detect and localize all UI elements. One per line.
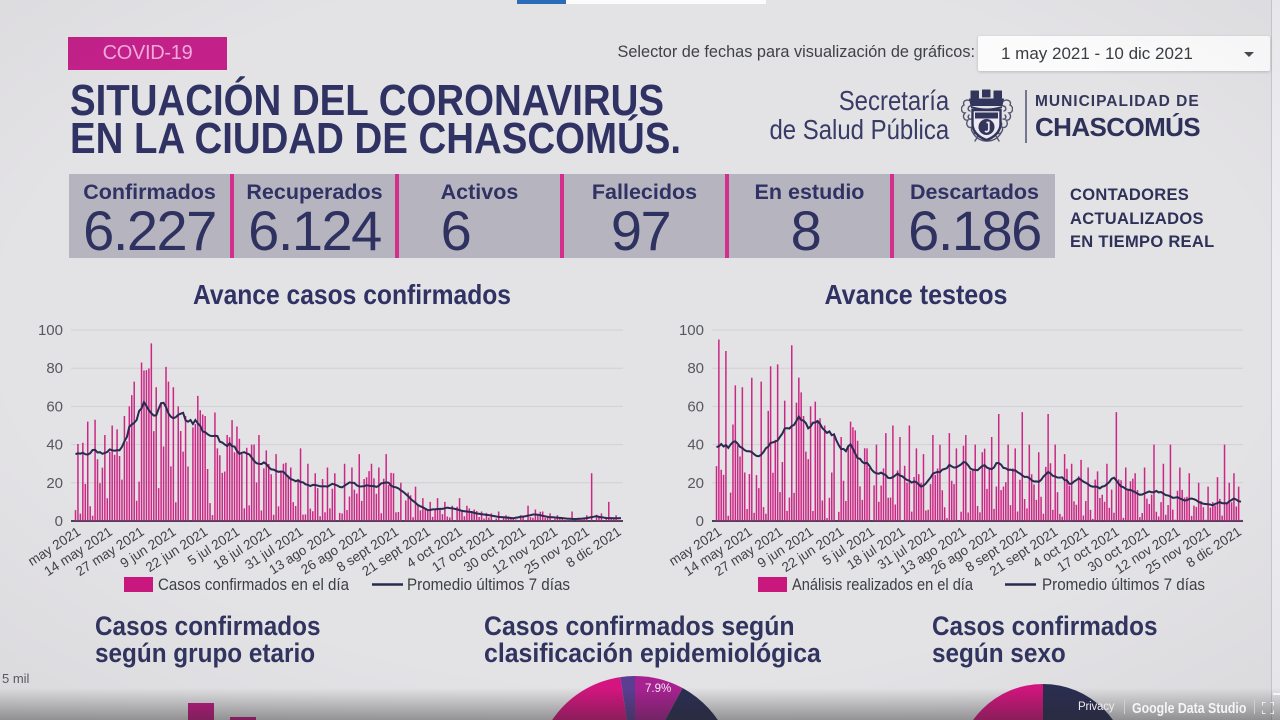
svg-text:Promedio últimos 7 días: Promedio últimos 7 días: [1042, 576, 1205, 594]
svg-text:Análisis realizados en el día: Análisis realizados en el día: [792, 576, 974, 594]
svg-text:40: 40: [46, 437, 63, 454]
svg-text:60: 60: [687, 398, 704, 415]
svg-text:Avance testeos: Avance testeos: [825, 279, 1008, 310]
svg-text:40: 40: [687, 437, 704, 454]
svg-text:80: 80: [687, 360, 704, 377]
svg-text:Promedio últimos 7 días: Promedio últimos 7 días: [407, 576, 570, 594]
svg-text:100: 100: [679, 322, 704, 339]
svg-text:20: 20: [46, 475, 63, 492]
svg-text:100: 100: [38, 322, 63, 339]
svg-text:7.9%: 7.9%: [645, 683, 671, 695]
svg-text:20: 20: [687, 475, 704, 492]
svg-text:Avance casos confirmados: Avance casos confirmados: [193, 279, 511, 310]
svg-text:Casos confirmados en el día: Casos confirmados en el día: [158, 576, 350, 594]
svg-text:0: 0: [696, 513, 704, 530]
svg-text:80: 80: [46, 360, 63, 377]
svg-text:0: 0: [55, 513, 63, 530]
svg-text:60: 60: [46, 398, 63, 415]
